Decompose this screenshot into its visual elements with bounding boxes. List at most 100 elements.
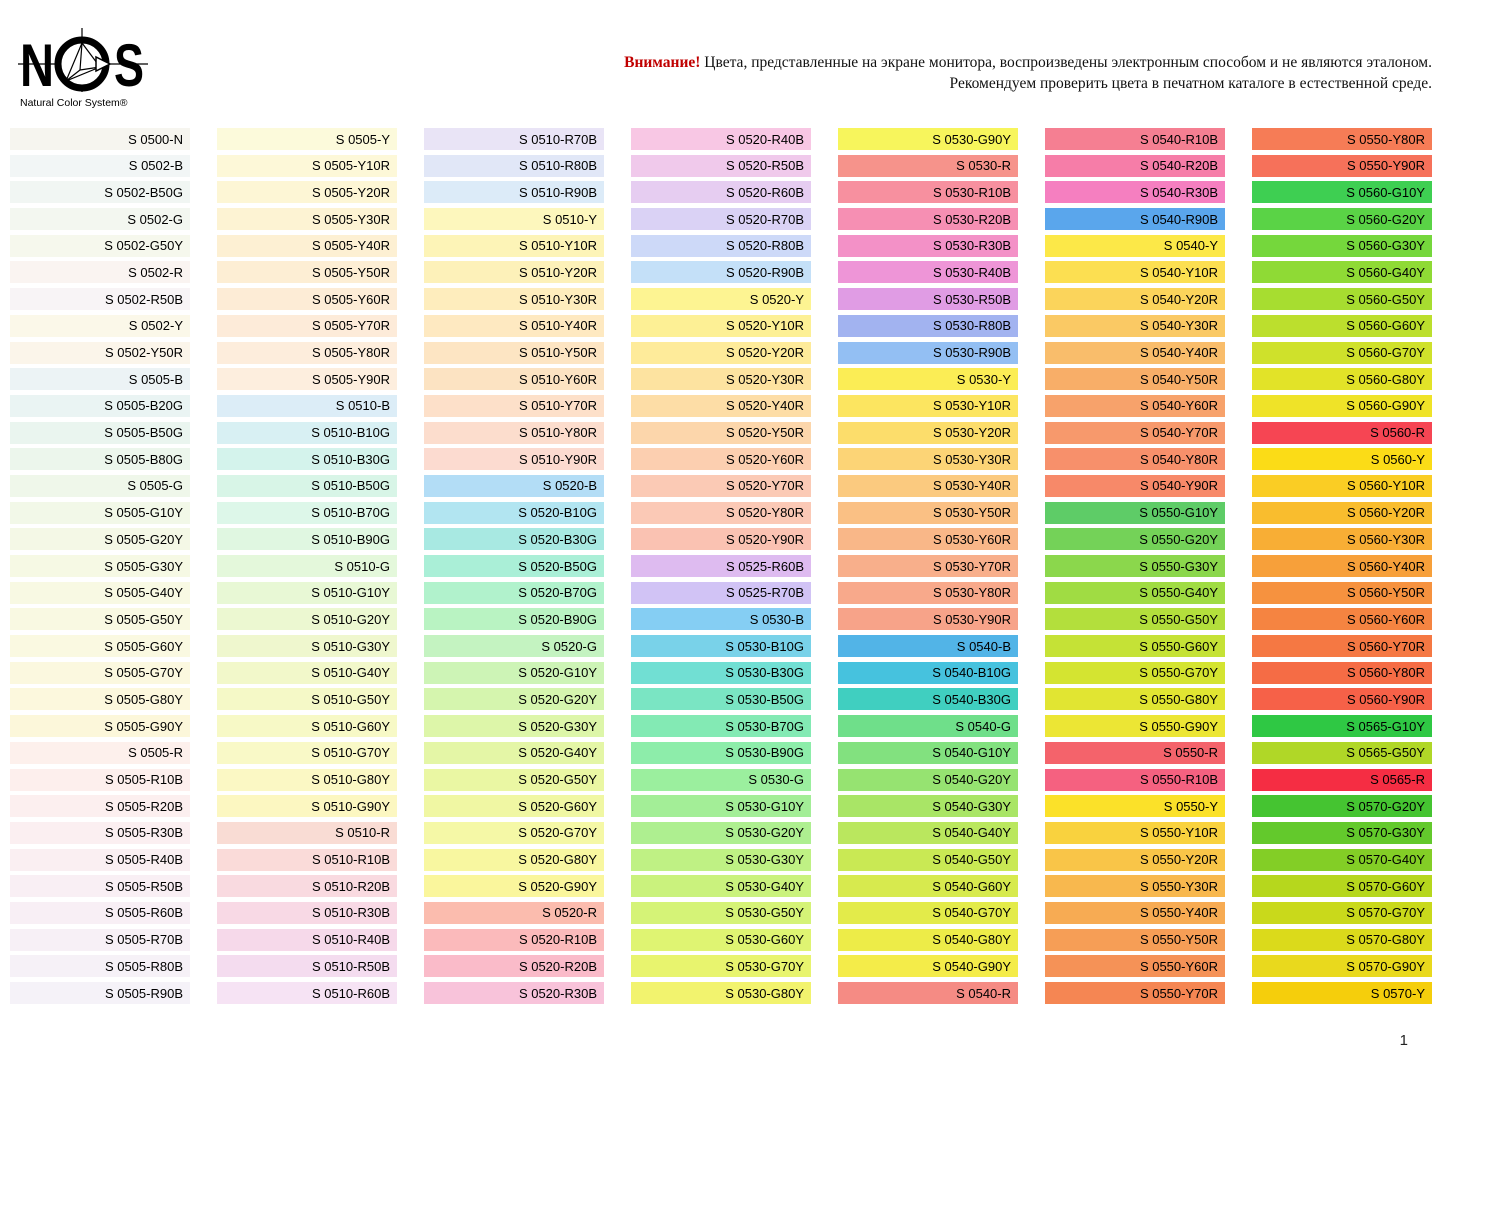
color-swatch: S 0505-Y40R (217, 234, 397, 257)
color-swatch: S 0505-G10Y (10, 501, 190, 524)
color-swatch: S 0505-Y (217, 128, 397, 150)
color-swatch: S 0550-G80Y (1045, 688, 1225, 711)
color-swatch: S 0540-Y (1045, 234, 1225, 257)
color-swatch: S 0550-G30Y (1045, 555, 1225, 577)
color-swatch: S 0540-Y90R (1045, 474, 1225, 497)
color-swatch: S 0550-R (1045, 741, 1225, 764)
color-swatch: S 0530-Y40R (838, 474, 1018, 497)
color-swatch: S 0510-G60Y (217, 715, 397, 738)
color-swatch: S 0540-G40Y (838, 821, 1018, 844)
color-swatch: S 0540-R90B (1045, 208, 1225, 231)
color-swatch: S 0570-G80Y (1252, 928, 1432, 951)
color-swatch: S 0510-R80B (424, 154, 604, 177)
color-swatch: S 0502-R50B (10, 288, 190, 311)
color-swatch: S 0520-G40Y (424, 741, 604, 764)
color-swatch: S 0530-R20B (838, 208, 1018, 231)
color-swatch: S 0530-R40B (838, 261, 1018, 284)
color-swatch: S 0510-Y60R (424, 368, 604, 391)
color-swatch: S 0540-Y60R (1045, 394, 1225, 417)
color-swatch: S 0540-G60Y (838, 875, 1018, 898)
color-swatch: S 0502-G50Y (10, 234, 190, 257)
swatch-column: S 0520-R40B S 0520-R50B S 0520-R60B S 0520-… (631, 128, 811, 1004)
color-swatch: S 0560-Y40R (1252, 555, 1432, 577)
color-swatch: S 0505-G (10, 474, 190, 497)
color-swatch: S 0565-R (1252, 768, 1432, 791)
color-swatch: S 0520-R10B (424, 928, 604, 951)
color-swatch: S 0540-G20Y (838, 768, 1018, 791)
color-swatch: S 0520-R30B (424, 982, 604, 1004)
color-swatch: S 0520-G (424, 635, 604, 658)
color-swatch: S 0540-R20B (1045, 154, 1225, 177)
color-swatch: S 0505-R70B (10, 928, 190, 951)
color-swatch: S 0510-Y50R (424, 341, 604, 364)
color-swatch: S 0525-R70B (631, 581, 811, 604)
color-swatch: S 0520-G20Y (424, 688, 604, 711)
color-swatch: S 0505-B50G (10, 421, 190, 444)
color-swatch: S 0520-R90B (631, 261, 811, 284)
logo-triangle-spoke (65, 69, 81, 82)
color-swatch: S 0510-B90G (217, 528, 397, 551)
color-swatch: S 0505-G70Y (10, 661, 190, 684)
color-swatch: S 0560-Y50R (1252, 581, 1432, 604)
color-swatch: S 0530-B30G (631, 661, 811, 684)
color-swatch: S 0520-Y10R (631, 314, 811, 337)
color-swatch: S 0530-B50G (631, 688, 811, 711)
color-swatch: S 0530-Y30R (838, 448, 1018, 471)
color-swatch: S 0510-G (217, 555, 397, 577)
color-swatch: S 0520-B90G (424, 608, 604, 631)
color-swatch: S 0510-R10B (217, 848, 397, 871)
color-swatch: S 0505-R (10, 741, 190, 764)
logo-notch-triangle (95, 55, 112, 73)
color-swatch: S 0570-G90Y (1252, 955, 1432, 978)
color-swatch: S 0540-Y40R (1045, 341, 1225, 364)
color-swatch: S 0510-Y90R (424, 448, 604, 471)
color-swatch: S 0560-Y60R (1252, 608, 1432, 631)
color-swatch: S 0560-Y90R (1252, 688, 1432, 711)
color-swatch: S 0520-Y50R (631, 421, 811, 444)
color-swatch: S 0520-G80Y (424, 848, 604, 871)
color-swatch: S 0560-Y80R (1252, 661, 1432, 684)
color-swatch: S 0550-G90Y (1045, 715, 1225, 738)
color-swatch: S 0565-G10Y (1252, 715, 1432, 738)
color-swatch: S 0550-Y50R (1045, 928, 1225, 951)
color-swatch: S 0510-Y20R (424, 261, 604, 284)
color-swatch: S 0510-Y10R (424, 234, 604, 257)
color-swatch: S 0540-G80Y (838, 928, 1018, 951)
color-swatch: S 0520-Y60R (631, 448, 811, 471)
color-swatch: S 0550-Y70R (1045, 982, 1225, 1004)
color-swatch: S 0510-B70G (217, 501, 397, 524)
color-swatch: S 0510-R70B (424, 128, 604, 150)
color-swatch: S 0520-G10Y (424, 661, 604, 684)
color-swatch: S 0540-B (838, 635, 1018, 658)
color-swatch: S 0510-R60B (217, 982, 397, 1004)
warning-line-1: Внимание! Цвета, представленные на экран… (532, 52, 1432, 73)
color-swatch: S 0510-G80Y (217, 768, 397, 791)
color-swatch: S 0520-B70G (424, 581, 604, 604)
color-swatch: S 0520-Y90R (631, 528, 811, 551)
color-swatch: S 0505-G60Y (10, 635, 190, 658)
color-swatch: S 0530-G60Y (631, 928, 811, 951)
logo-triangle (64, 41, 101, 83)
color-swatch: S 0540-R10B (1045, 128, 1225, 150)
color-swatch: S 0502-G (10, 208, 190, 231)
color-swatch: S 0530-Y90R (838, 608, 1018, 631)
swatch-column: S 0505-Y S 0505-Y10R S 0505-Y20R S 0505-Y30… (217, 128, 397, 1004)
color-swatch: S 0550-G50Y (1045, 608, 1225, 631)
color-swatch: S 0570-G70Y (1252, 901, 1432, 924)
color-swatch: S 0530-G70Y (631, 955, 811, 978)
color-swatch: S 0520-R80B (631, 234, 811, 257)
color-swatch: S 0560-G90Y (1252, 394, 1432, 417)
color-swatch: S 0560-R (1252, 421, 1432, 444)
color-swatch: S 0520-Y20R (631, 341, 811, 364)
color-swatch: S 0505-G30Y (10, 555, 190, 577)
color-swatch: S 0520-G70Y (424, 821, 604, 844)
color-swatch: S 0550-Y80R (1252, 128, 1432, 150)
color-swatch: S 0530-R90B (838, 341, 1018, 364)
color-swatch: S 0560-G20Y (1252, 208, 1432, 231)
color-swatch: S 0530-Y80R (838, 581, 1018, 604)
swatch-column: S 0500-N S 0502-B S 0502-B50G S 0502-G S 050… (10, 128, 190, 1004)
color-swatch: S 0505-Y30R (217, 208, 397, 231)
color-swatch: S 0530-G10Y (631, 795, 811, 818)
color-swatch: S 0510-G50Y (217, 688, 397, 711)
color-swatch: S 0540-G70Y (838, 901, 1018, 924)
